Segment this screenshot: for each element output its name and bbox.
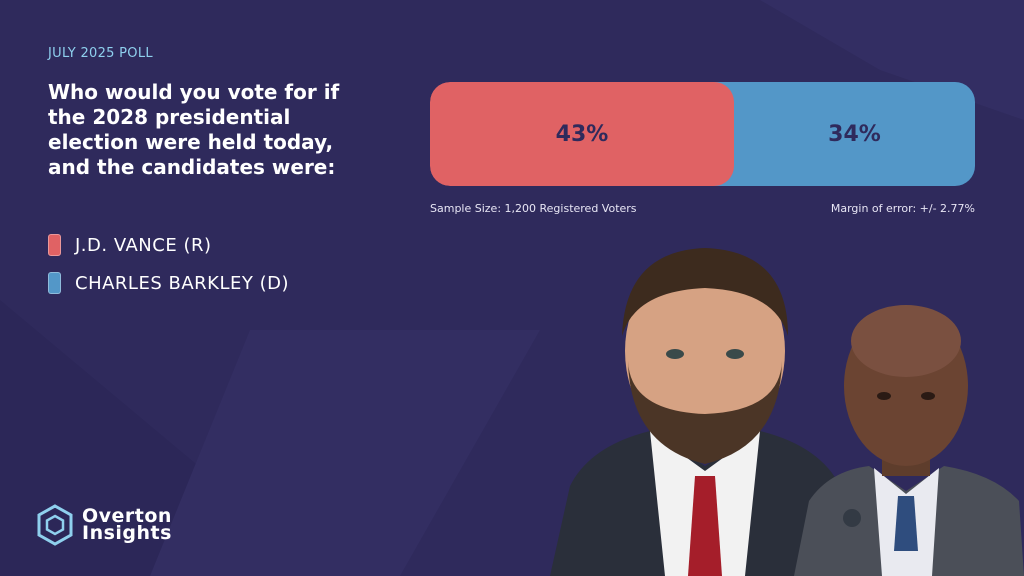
legend-label-barkley: CHARLES BARKLEY (D)	[75, 272, 289, 294]
bar-segment-vance: 43%	[430, 82, 734, 186]
legend: J.D. VANCE (R) CHARLES BARKLEY (D)	[48, 226, 289, 302]
brand-line1: Overton	[82, 505, 172, 527]
margin-of-error-note: Margin of error: +/- 2.77%	[830, 202, 975, 215]
brand-wordmark: Overton Insights	[82, 505, 172, 544]
brand-line2: Insights	[82, 522, 172, 544]
bar-value-barkley: 34%	[828, 121, 881, 147]
barkley-photo	[794, 305, 1024, 576]
poll-result-bar: 43% 34%	[430, 82, 975, 186]
bar-value-vance: 43%	[555, 121, 609, 147]
poll-question: Who would you vote for if the 2028 presi…	[48, 80, 340, 179]
hexagon-logo-icon	[37, 504, 73, 546]
microphone-icon	[843, 509, 861, 527]
legend-label-vance: J.D. VANCE (R)	[75, 234, 212, 256]
bg-polygon-center	[150, 330, 540, 576]
legend-swatch-vance	[48, 234, 61, 256]
sample-size-note: Sample Size: 1,200 Registered Voters	[430, 202, 637, 215]
bar-segment-barkley: 34%	[714, 82, 975, 186]
brand-logo: Overton Insights	[36, 504, 172, 546]
legend-item-barkley: CHARLES BARKLEY (D)	[48, 264, 289, 302]
legend-item-vance: J.D. VANCE (R)	[48, 226, 289, 264]
poll-date-label: JULY 2025 POLL	[48, 46, 153, 61]
legend-swatch-barkley	[48, 272, 61, 294]
vance-photo	[550, 248, 860, 576]
